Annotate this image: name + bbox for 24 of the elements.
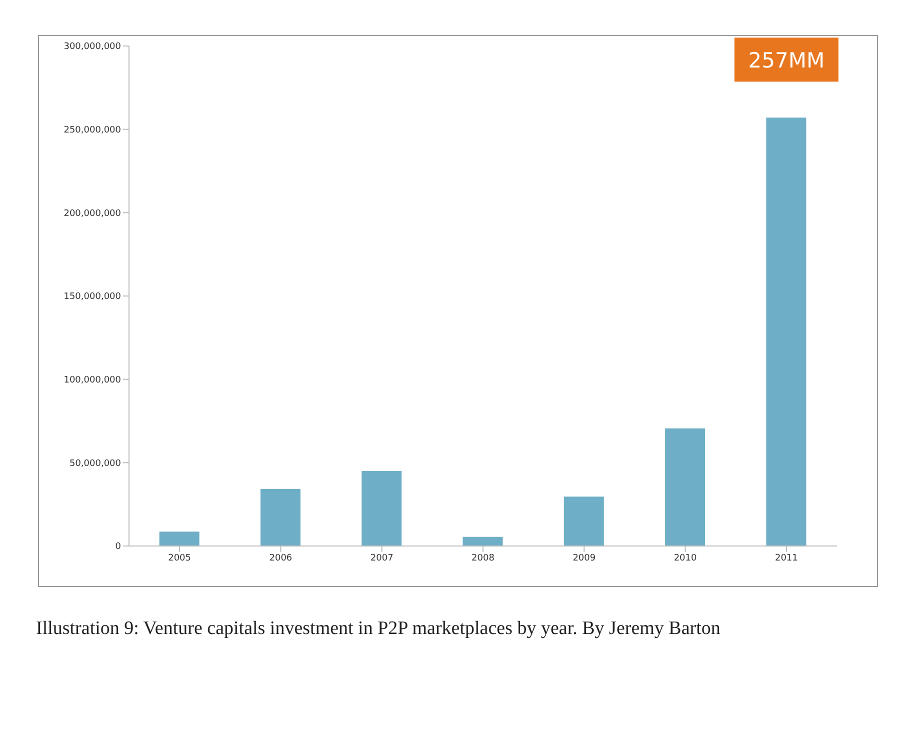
x-tick-label: 2010 — [674, 553, 698, 564]
bar — [766, 118, 806, 546]
bar — [564, 496, 604, 546]
annotation: 257MM — [748, 48, 825, 73]
y-tick-label: 0 — [115, 542, 122, 552]
label-badge: 257MM — [734, 38, 838, 82]
text: Illustration 9: Venture capitals investment in P2P marketplaces by year. By Jeremy Barton — [36, 617, 722, 641]
y-tick-label: 250,000,000 — [64, 126, 122, 136]
y-tick-label: 150,000,000 — [64, 292, 122, 302]
x-tick-label: 2005 — [168, 553, 192, 564]
x-tick-label: 2008 — [472, 553, 495, 564]
bar — [462, 536, 503, 546]
x-tick-label: 2007 — [370, 553, 394, 564]
bar — [665, 428, 706, 546]
y-tick-label: 50,000,000 — [69, 458, 122, 469]
y-tick-label: 300,000,000 — [64, 42, 122, 52]
y-tick-label: 100,000,000 — [64, 376, 122, 386]
x-tick-label: 2011 — [774, 553, 798, 564]
x-tick-label: 2009 — [572, 553, 596, 564]
bar — [260, 489, 300, 546]
bar — [159, 532, 200, 546]
bar — [362, 471, 402, 546]
y-tick-label: 200,000,000 — [64, 208, 122, 219]
x-tick-label: 2006 — [269, 553, 292, 564]
